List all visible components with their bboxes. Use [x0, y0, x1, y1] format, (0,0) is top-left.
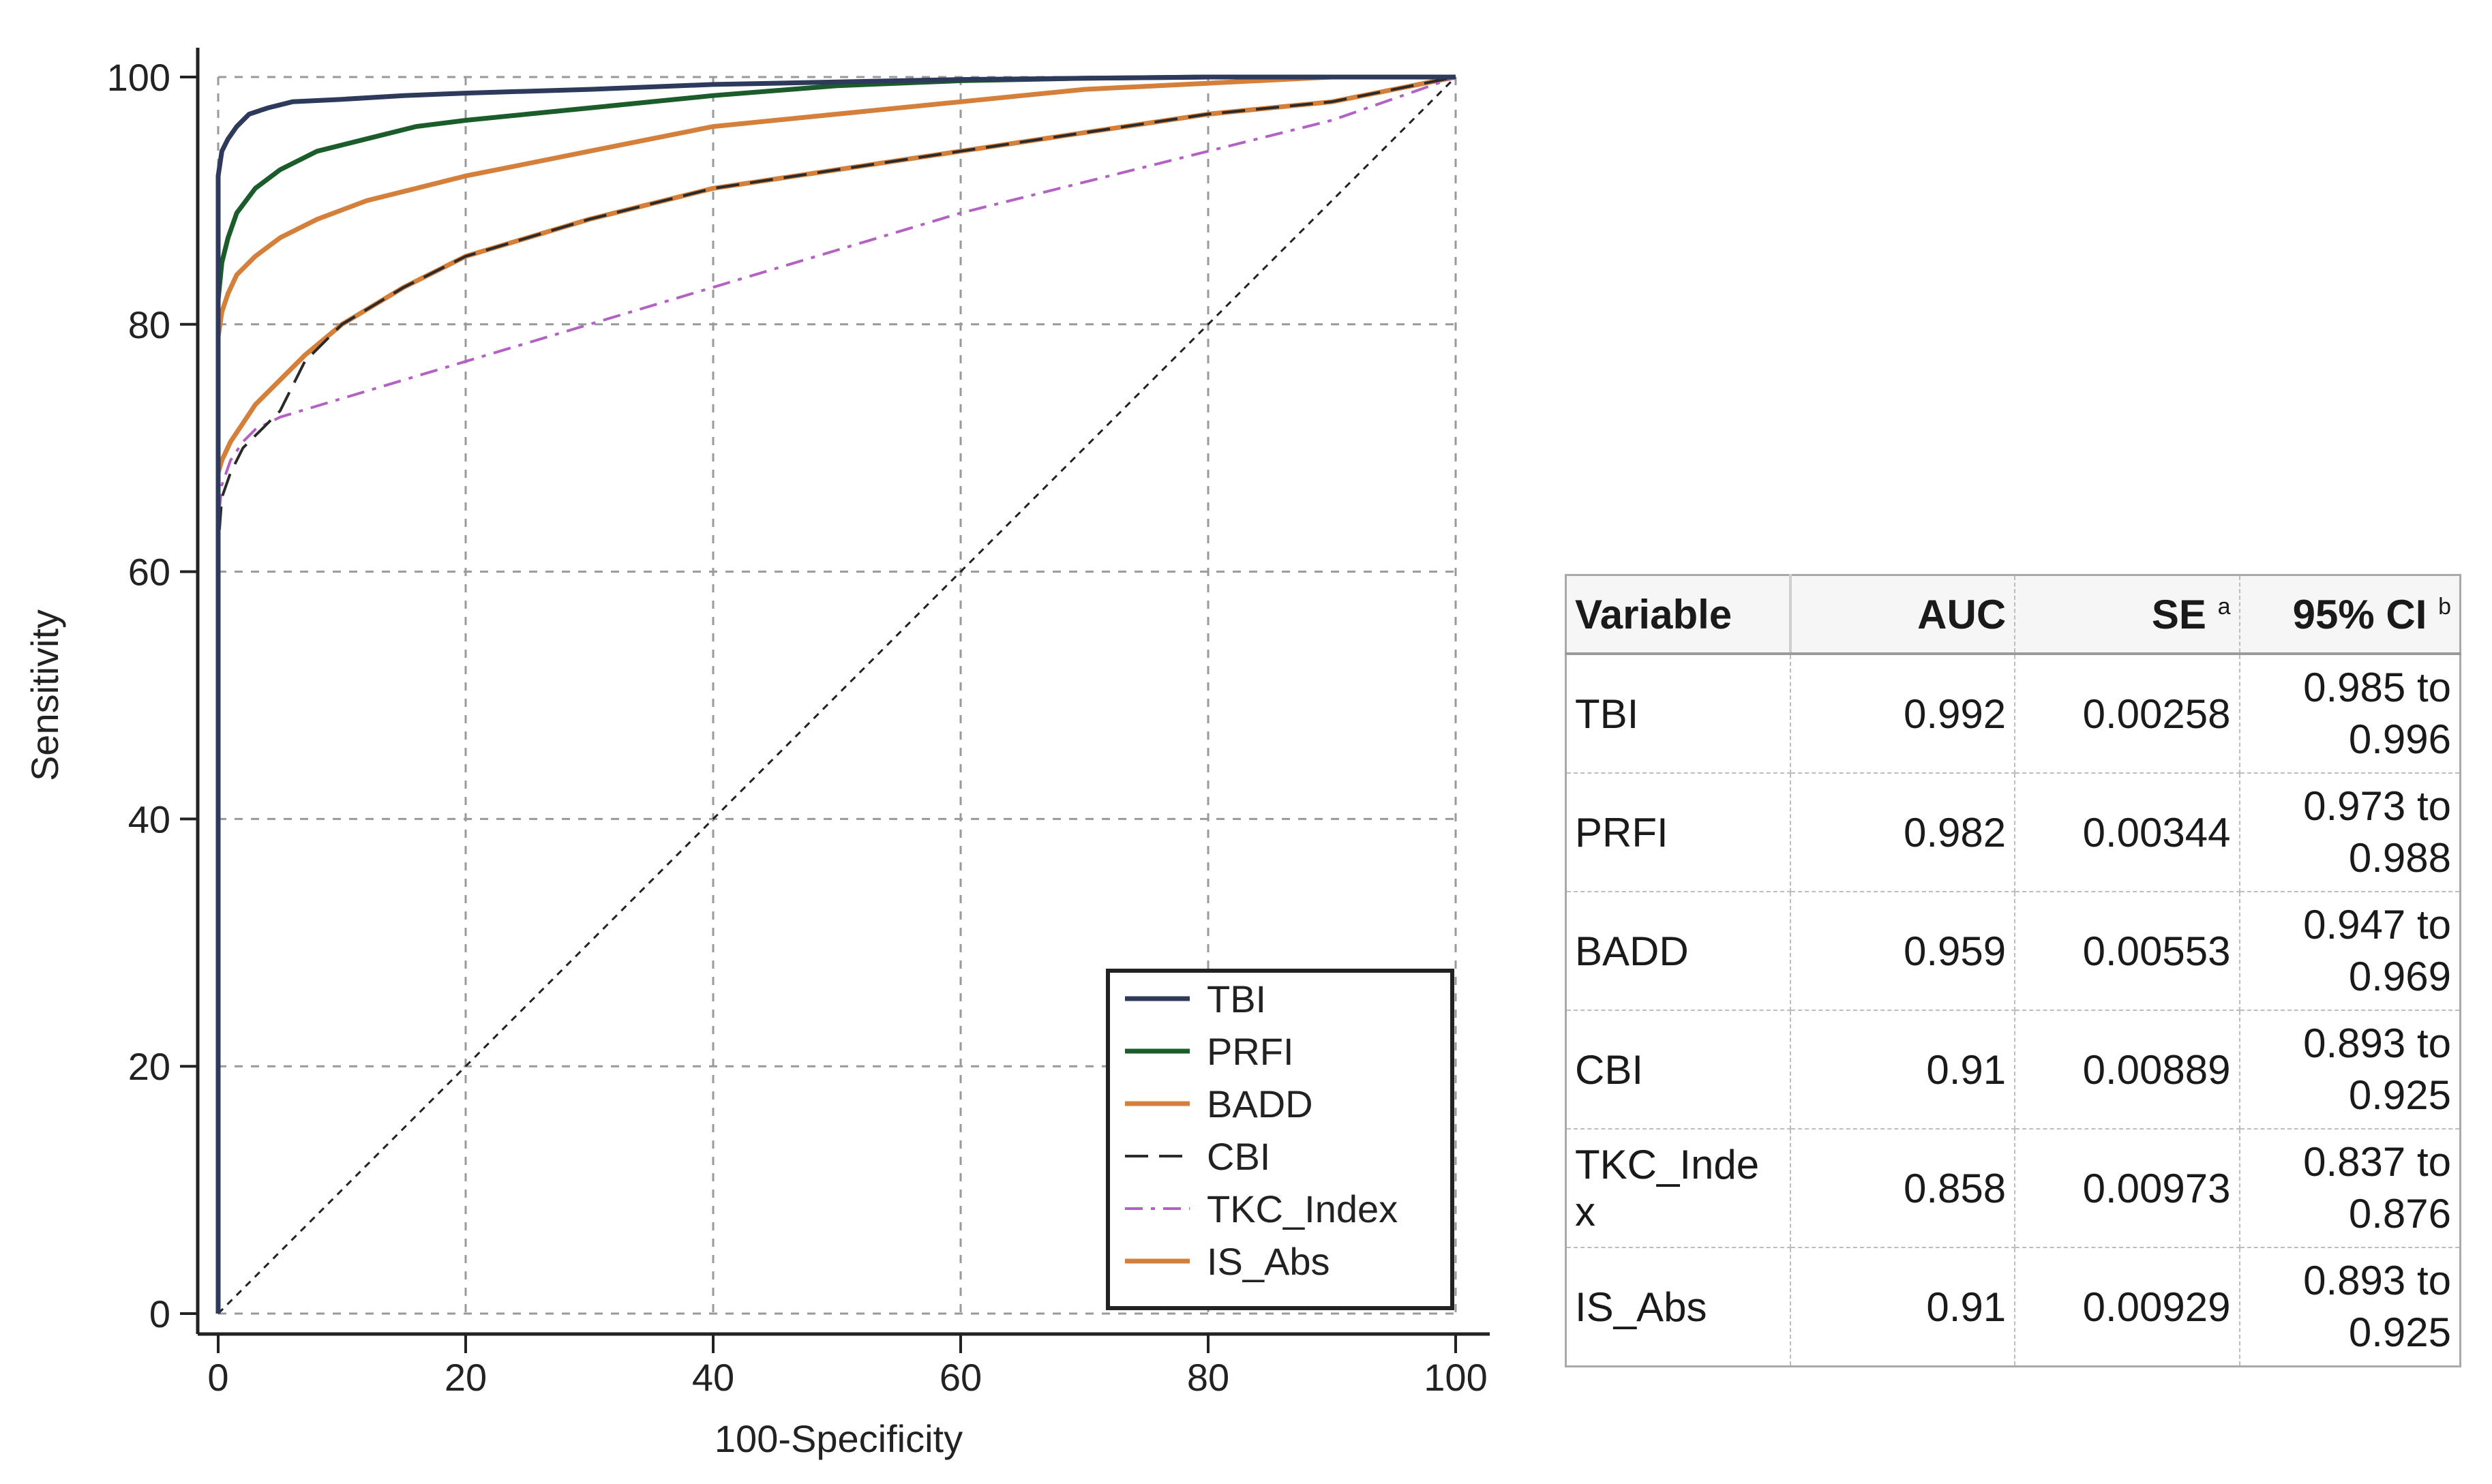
legend-label: CBI: [1207, 1135, 1270, 1178]
cell-auc: 0.91: [1790, 1010, 2016, 1130]
header-se: SE a: [2014, 574, 2240, 655]
y-tick-label: 60: [128, 551, 170, 594]
header-ci: 95% CI b: [2238, 574, 2461, 655]
header-variable: Variable: [1565, 574, 1792, 655]
y-tick-label: 0: [149, 1292, 170, 1335]
cell-ci-upper: 0.876: [2348, 1191, 2451, 1237]
cell-auc: 0.959: [1790, 891, 2016, 1011]
cell-se: 0.00929: [2014, 1247, 2240, 1367]
x-tick-label: 100: [1424, 1356, 1487, 1399]
cell-variable: PRFI: [1565, 772, 1792, 892]
cell-auc: 0.982: [1790, 772, 2016, 892]
cell-se: 0.00553: [2014, 891, 2240, 1011]
legend-label: TKC_Index: [1207, 1187, 1398, 1230]
cell-variable: TBI: [1565, 653, 1792, 774]
series-line-tbi: [215, 74, 1456, 1314]
cell-ci-upper: 0.925: [2348, 1309, 2451, 1355]
cell-ci-lower: 0.947 to: [2303, 902, 2451, 948]
reference-diagonal-line: [217, 76, 1457, 1315]
y-tick-label: 80: [128, 303, 170, 346]
series-line-tkc-index: [217, 76, 1456, 1314]
cell-auc: 0.858: [1790, 1128, 2016, 1248]
cell-ci-upper: 0.996: [2348, 716, 2451, 762]
table-row: TKC_Inde x 0.858 0.00973 0.837 to 0.876: [1565, 1128, 2461, 1248]
legend: TBI PRFI BADD CBI TKC_Index IS_Abs: [1106, 969, 1454, 1310]
cell-ci: 0.893 to 0.925: [2238, 1010, 2461, 1130]
table-row: TBI 0.992 0.00258 0.985 to 0.996: [1565, 653, 2461, 774]
legend-label: TBI: [1207, 978, 1266, 1020]
cell-se: 0.00258: [2014, 653, 2240, 774]
cell-se: 0.00973: [2014, 1128, 2240, 1248]
cell-ci-upper: 0.925: [2348, 1072, 2451, 1118]
x-axis-label: 100-Specificity: [715, 1417, 963, 1460]
cell-ci: 0.893 to 0.925: [2238, 1247, 2461, 1367]
table-row: BADD 0.959 0.00553 0.947 to 0.969: [1565, 891, 2461, 1011]
legend-box: [1106, 969, 1454, 1310]
cell-variable: CBI: [1565, 1010, 1792, 1130]
cell-ci-upper: 0.969: [2348, 954, 2451, 999]
cell-ci-lower: 0.973 to: [2303, 783, 2451, 829]
cell-ci-lower: 0.837 to: [2303, 1139, 2451, 1185]
y-tick-label: 20: [128, 1045, 170, 1088]
table-row: CBI 0.91 0.00889 0.893 to 0.925: [1565, 1010, 2461, 1130]
x-tick-label: 20: [445, 1356, 487, 1399]
y-tick-label: 100: [107, 56, 170, 99]
cell-ci-lower: 0.893 to: [2303, 1258, 2451, 1303]
legend-label: PRFI: [1207, 1030, 1294, 1073]
roc-chart: 0 20 40 60 80 100 0 20 40 60 80 100 100-Specificity…: [23, 48, 1490, 1460]
cell-ci-upper: 0.988: [2348, 835, 2451, 881]
x-tick-label: 80: [1187, 1356, 1229, 1399]
chart-axes: [196, 48, 1490, 1336]
cell-ci: 0.837 to 0.876: [2238, 1128, 2461, 1248]
x-tick-label: 40: [692, 1356, 734, 1399]
cell-variable: IS_Abs: [1565, 1247, 1792, 1367]
cell-variable: BADD: [1565, 891, 1792, 1011]
cell-ci: 0.947 to 0.969: [2238, 891, 2461, 1011]
chart-tick-labels: 0 20 40 60 80 100 0 20 40 60 80 100: [107, 56, 1488, 1399]
header-auc: AUC: [1790, 574, 2016, 655]
cell-ci: 0.985 to 0.996: [2238, 653, 2461, 774]
legend-label: BADD: [1207, 1082, 1313, 1125]
series-line-cbi: [217, 76, 1456, 1314]
cell-auc: 0.91: [1790, 1247, 2016, 1367]
x-tick-label: 0: [207, 1356, 228, 1399]
y-axis-label: Sensitivity: [23, 609, 66, 781]
cell-auc: 0.992: [1790, 653, 2016, 774]
cell-se: 0.00889: [2014, 1010, 2240, 1130]
auc-table: Variable AUC SE a 95% CI b TBI 0.992 0.002…: [1565, 574, 2461, 1367]
table-header-row: Variable AUC SE a 95% CI b: [1565, 574, 2461, 655]
cell-ci-lower: 0.893 to: [2303, 1020, 2451, 1066]
cell-se: 0.00344: [2014, 772, 2240, 892]
table-row: IS_Abs 0.91 0.00929 0.893 to 0.925: [1565, 1247, 2461, 1367]
cell-ci: 0.973 to 0.988: [2238, 772, 2461, 892]
chart-curves: [215, 74, 1457, 1315]
table-row: PRFI 0.982 0.00344 0.973 to 0.988: [1565, 772, 2461, 892]
legend-label: IS_Abs: [1207, 1240, 1330, 1283]
series-line-badd: [215, 74, 1456, 1314]
cell-ci-lower: 0.985 to: [2303, 665, 2451, 710]
x-tick-label: 60: [940, 1356, 982, 1399]
cell-variable: TKC_Inde x: [1565, 1128, 1792, 1248]
y-tick-label: 40: [128, 798, 170, 841]
